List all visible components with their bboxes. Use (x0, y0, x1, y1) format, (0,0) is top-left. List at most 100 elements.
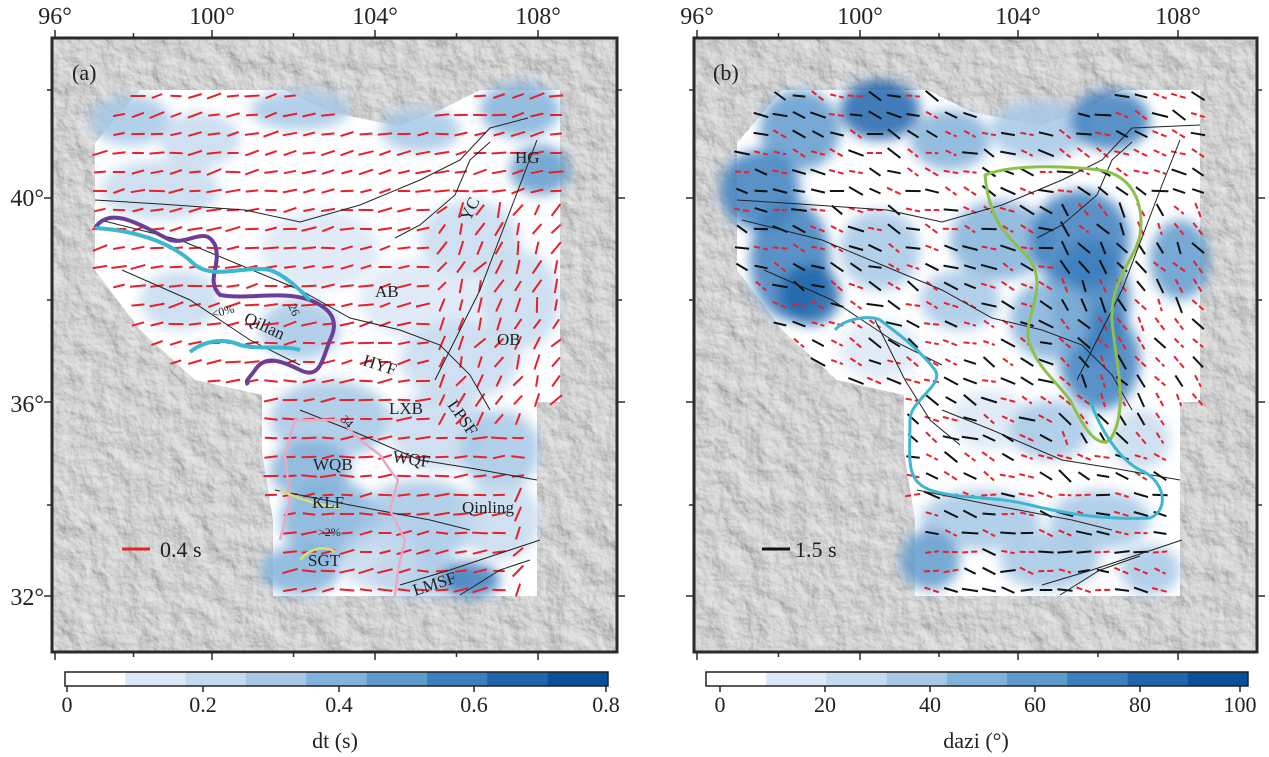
splitting-bar (417, 341, 429, 345)
splitting-bar (1152, 550, 1168, 554)
splitting-bar (1058, 337, 1072, 349)
splitting-bar (1039, 433, 1053, 443)
splitting-bar (868, 359, 882, 365)
splitting-bar (792, 111, 806, 119)
splitting-bar (962, 550, 978, 554)
splitting-bar (436, 261, 448, 273)
splitting-bar (492, 93, 506, 99)
splitting-bar (359, 132, 373, 136)
splitting-bar (478, 280, 482, 292)
splitting-bar (397, 379, 411, 383)
map-label-sgt: SGT (308, 551, 341, 570)
splitting-bar (1155, 412, 1165, 426)
splitting-bar (303, 264, 315, 270)
splitting-bar (455, 550, 467, 554)
splitting-bar (1020, 282, 1034, 290)
splitting-bar (943, 301, 959, 309)
splitting-bar (1113, 510, 1131, 518)
splitting-bar (397, 358, 411, 366)
splitting-bar (476, 374, 484, 388)
splitting-bar (1080, 374, 1088, 388)
splitting-bar (963, 394, 977, 406)
anomaly-patch (480, 82, 560, 138)
splitting-bar (1077, 569, 1091, 573)
splitting-bar (1038, 414, 1054, 424)
splitting-bar (1191, 299, 1205, 311)
anomaly-patch (900, 530, 960, 590)
splitting-bar (773, 150, 787, 156)
splitting-bar (1039, 471, 1053, 481)
splitting-bar (1175, 296, 1183, 314)
splitting-bar (303, 188, 315, 194)
splitting-bar (1038, 454, 1054, 460)
splitting-bar (772, 169, 788, 175)
splitting-bar (736, 224, 748, 234)
splitting-bar (208, 113, 220, 117)
splitting-bar (493, 279, 505, 293)
splitting-bar (1115, 167, 1129, 177)
splitting-bar (963, 341, 977, 345)
splitting-bar (1095, 131, 1111, 137)
splitting-bar (1114, 150, 1130, 156)
splitting-bar (113, 188, 125, 194)
splitting-bar (733, 207, 751, 213)
splitting-bar (457, 317, 465, 331)
splitting-bar (1039, 300, 1053, 310)
splitting-bar (942, 227, 960, 231)
splitting-bar (962, 300, 978, 310)
splitting-bar (206, 151, 222, 155)
splitting-bar (1038, 265, 1054, 269)
splitting-bar (980, 396, 998, 404)
splitting-bar (494, 413, 504, 425)
splitting-bar (924, 90, 940, 102)
splitting-bar (1058, 469, 1072, 483)
splitting-bar (753, 227, 769, 231)
splitting-bar (1154, 375, 1166, 387)
splitting-bar (284, 265, 296, 269)
splitting-bar (339, 378, 355, 384)
fault-line (941, 409, 1181, 481)
splitting-bar (1058, 568, 1072, 574)
splitting-bar (398, 169, 410, 175)
splitting-bar (963, 186, 977, 196)
splitting-bar (548, 94, 564, 98)
splitting-bar (734, 246, 750, 250)
splitting-bar (753, 131, 769, 137)
splitting-bar (983, 413, 995, 425)
splitting-bar (511, 455, 525, 459)
colorbar-segment (1187, 672, 1249, 686)
fault-line (763, 269, 943, 366)
splitting-bar (188, 340, 202, 346)
splitting-bar (907, 167, 919, 177)
splitting-bar (1058, 147, 1072, 159)
splitting-bar (867, 243, 883, 253)
splitting-bar (868, 265, 882, 269)
splitting-bar (244, 168, 260, 176)
splitting-bar (301, 587, 317, 593)
splitting-bar (1155, 203, 1165, 217)
splitting-bar (188, 302, 202, 308)
splitting-bar (1058, 529, 1072, 537)
splitting-bar (773, 91, 787, 101)
splitting-bar (754, 264, 768, 270)
splitting-bar (772, 188, 788, 194)
colorbar-segment (886, 672, 948, 686)
anomaly-patch (420, 200, 520, 280)
splitting-bar (924, 322, 940, 326)
splitting-bar (377, 453, 393, 461)
splitting-bar (457, 240, 465, 256)
splitting-bar (302, 378, 316, 384)
splitting-bar (848, 186, 864, 196)
splitting-bar (302, 512, 316, 516)
splitting-bar (264, 455, 278, 459)
splitting-bar (830, 358, 844, 366)
splitting-bar (999, 473, 1017, 479)
splitting-bar (849, 262, 863, 272)
splitting-bar (150, 208, 164, 212)
splitting-bar (754, 189, 768, 193)
splitting-bar (735, 262, 749, 272)
splitting-bar (982, 340, 996, 346)
splitting-bar (1000, 186, 1016, 196)
splitting-bar (514, 297, 522, 313)
splitting-bar (964, 452, 976, 462)
